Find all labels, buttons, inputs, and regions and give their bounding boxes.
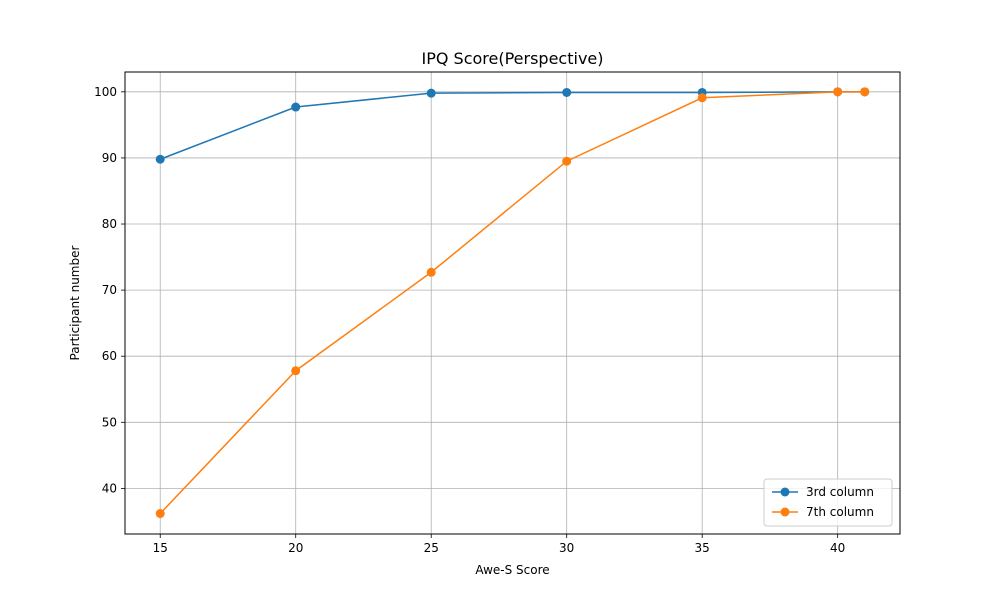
legend-label: 7th column [806,505,874,519]
x-tick-label: 35 [695,541,710,555]
series-group [155,87,870,519]
legend-marker [780,487,790,497]
y-tick-label: 70 [102,283,117,297]
x-tick-label: 15 [153,541,168,555]
data-point [155,154,165,164]
data-point [155,509,165,519]
y-axis-label: Participant number [68,245,82,360]
y-tick-label: 80 [102,217,117,231]
legend-marker [780,507,790,517]
series-2 [155,87,870,519]
data-point [562,156,572,166]
legend-label: 3rd column [806,485,874,499]
data-point [426,88,436,98]
plot-area [124,71,901,535]
legend-box [763,478,893,527]
y-tick-label: 90 [102,151,117,165]
series-line [159,91,865,515]
data-point [291,366,301,376]
data-point [833,87,843,97]
data-point [562,87,572,97]
legend: 3rd column 7th column [763,478,893,527]
x-tick-label: 20 [288,541,303,555]
chart-title: IPQ Score(Perspective) [421,49,603,68]
data-point [697,93,707,103]
x-tick-label: 25 [424,541,439,555]
y-tick-label: 100 [94,85,117,99]
y-tick-label: 40 [102,481,117,495]
y-tick-label: 50 [102,415,117,429]
data-point [860,87,870,97]
series-line [159,91,865,160]
grid [125,72,900,534]
data-point [426,267,436,277]
x-axis-label: Awe-S Score [475,563,549,577]
y-tick-label: 60 [102,349,117,363]
series-1 [155,87,870,164]
x-tick-label: 30 [559,541,574,555]
data-point [291,102,301,112]
axis-ticks: 15 20 25 30 35 40 40 50 60 70 80 90 100 [94,85,845,555]
x-tick-label: 40 [830,541,845,555]
